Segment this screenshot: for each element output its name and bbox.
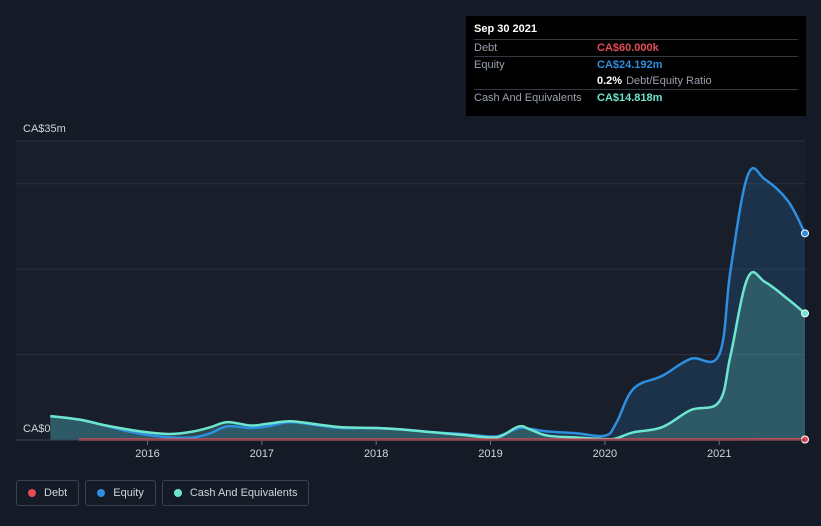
x-tick-label-2017: 2017 — [250, 448, 274, 460]
tooltip-debt-label: Debt — [474, 42, 597, 54]
legend-label-debt: Debt — [44, 487, 67, 499]
tooltip: Sep 30 2021 Debt CA$60.000k Equity CA$24… — [466, 16, 806, 116]
tooltip-date: Sep 30 2021 — [474, 23, 798, 35]
y-tick-label-top: CA$35m — [23, 123, 66, 135]
tooltip-cash-label: Cash And Equivalents — [474, 92, 597, 104]
tooltip-cash-row: Cash And Equivalents CA$14.818m — [474, 89, 798, 106]
tooltip-ratio-row: 0.2% Debt/Equity Ratio — [474, 73, 798, 89]
legend-dot-equity-icon — [97, 489, 105, 497]
legend-item-cash[interactable]: Cash And Equivalents — [162, 480, 310, 506]
end-marker-debt — [802, 436, 809, 443]
legend-item-debt[interactable]: Debt — [16, 480, 79, 506]
tooltip-equity-value: CA$24.192m — [597, 59, 662, 71]
x-tick-label-2018: 2018 — [364, 448, 388, 460]
end-marker-equity — [802, 230, 809, 237]
legend: Debt Equity Cash And Equivalents — [16, 480, 309, 506]
legend-dot-debt-icon — [28, 489, 36, 497]
tooltip-cash-value: CA$14.818m — [597, 92, 662, 104]
x-tick-label-2020: 2020 — [593, 448, 617, 460]
x-tick-label-2021: 2021 — [707, 448, 731, 460]
tooltip-ratio-label: Debt/Equity Ratio — [626, 75, 712, 87]
end-marker-cash-and-equivalents — [802, 310, 809, 317]
tooltip-ratio-pct: 0.2% — [597, 75, 622, 87]
x-tick-label-2016: 2016 — [135, 448, 159, 460]
tooltip-equity-row: Equity CA$24.192m — [474, 56, 798, 73]
legend-label-equity: Equity — [113, 487, 144, 499]
legend-dot-cash-icon — [174, 489, 182, 497]
tooltip-debt-row: Debt CA$60.000k — [474, 39, 798, 56]
tooltip-debt-value: CA$60.000k — [597, 42, 659, 54]
legend-item-equity[interactable]: Equity — [85, 480, 156, 506]
x-tick-label-2019: 2019 — [478, 448, 502, 460]
y-tick-label-zero: CA$0 — [23, 423, 51, 435]
tooltip-equity-label: Equity — [474, 59, 597, 71]
x-axis-ticks: 2016 2017 2018 2019 2020 2021 — [16, 440, 805, 460]
legend-label-cash: Cash And Equivalents — [190, 487, 298, 499]
